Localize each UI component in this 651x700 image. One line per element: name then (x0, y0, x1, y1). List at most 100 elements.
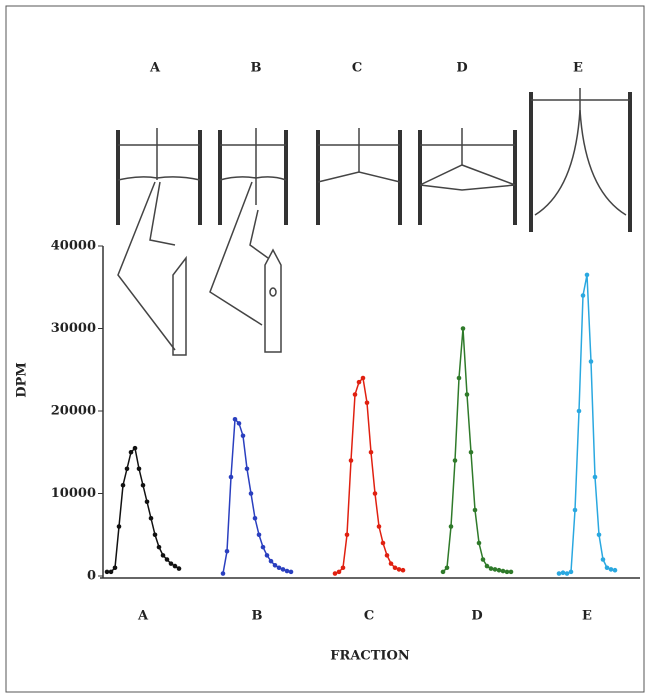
data-point (164, 557, 170, 562)
series-line (107, 446, 180, 573)
data-point (448, 524, 454, 529)
data-point (556, 571, 562, 576)
data-point (476, 540, 482, 546)
data-point (108, 569, 114, 575)
data-point (104, 569, 110, 575)
data-point (144, 499, 150, 505)
data-point (248, 491, 254, 496)
data-point (120, 482, 126, 488)
data-point (604, 565, 610, 571)
data-point (168, 561, 174, 566)
data-point (612, 567, 618, 573)
data-point (276, 565, 282, 571)
data-point (460, 326, 466, 331)
series-label: B (252, 609, 263, 624)
data-point (592, 474, 598, 480)
y-tick-label: 10000 (51, 486, 96, 501)
data-point (600, 557, 606, 562)
data-point (596, 532, 602, 538)
data-point (496, 567, 502, 573)
vessel-d (418, 128, 517, 225)
data-point (128, 449, 134, 455)
data-point (116, 524, 122, 529)
data-point (584, 272, 590, 278)
data-point (272, 562, 278, 568)
series-line (558, 274, 616, 575)
data-point (372, 491, 378, 496)
data-point (348, 458, 354, 463)
data-point (380, 540, 386, 546)
data-point (240, 433, 246, 439)
y-tick-label: 30000 (51, 321, 96, 336)
data-point (344, 532, 350, 538)
data-point (500, 568, 506, 574)
vessel-e (529, 88, 632, 232)
data-point (220, 571, 226, 576)
data-point (260, 544, 266, 550)
data-point (236, 421, 242, 426)
data-point (284, 568, 290, 574)
data-point (364, 400, 370, 406)
data-point (288, 569, 294, 575)
diagram-label: A (149, 61, 161, 76)
data-point (492, 567, 498, 572)
diagram-label: D (456, 61, 467, 76)
data-point (400, 567, 406, 573)
data-point (140, 482, 146, 488)
data-point (172, 563, 178, 569)
data-point (228, 474, 234, 480)
data-point (484, 563, 490, 569)
data-point (472, 507, 478, 513)
data-point (360, 375, 366, 381)
data-point (244, 466, 250, 472)
data-point (608, 567, 614, 572)
vessel-c (316, 128, 402, 225)
data-point (388, 561, 394, 566)
data-point (456, 375, 462, 381)
frame (5, 5, 645, 693)
data-point (268, 558, 274, 564)
data-point (280, 567, 286, 572)
y-tick-label: 0 (87, 569, 96, 584)
data-point (176, 566, 182, 571)
data-point (336, 569, 342, 575)
data-point (352, 392, 358, 397)
series-line (442, 328, 511, 573)
data-point (156, 544, 162, 550)
data-point (440, 569, 446, 575)
data-point (356, 379, 362, 385)
data-point (576, 408, 582, 414)
data-point (396, 567, 402, 572)
data-point (452, 458, 458, 463)
data-point (588, 359, 594, 364)
diagram-label: C (352, 61, 362, 76)
data-point (564, 571, 570, 576)
data-point (464, 392, 470, 397)
data-point (572, 507, 578, 513)
data-point (136, 466, 142, 472)
y-tick-label: 40000 (51, 239, 96, 254)
series-label: D (471, 609, 482, 624)
data-point (580, 293, 586, 298)
vessel-a (116, 128, 202, 356)
data-point (232, 416, 238, 422)
diagram-label: E (573, 61, 583, 76)
data-point (508, 569, 514, 575)
data-point (376, 524, 382, 529)
data-point (112, 565, 118, 571)
data-point (264, 553, 270, 558)
series-line (334, 376, 404, 575)
data-point (148, 515, 154, 521)
data-point (384, 553, 390, 558)
data-point (560, 570, 566, 575)
data-point (568, 569, 574, 575)
y-tick-label: 20000 (51, 404, 96, 419)
data-point (252, 515, 258, 521)
data-point (480, 557, 486, 562)
series-label: A (137, 609, 149, 624)
data-point (256, 532, 262, 538)
data-point (332, 571, 338, 576)
data-point (468, 449, 474, 455)
x-axis-label: FRACTION (330, 649, 410, 664)
